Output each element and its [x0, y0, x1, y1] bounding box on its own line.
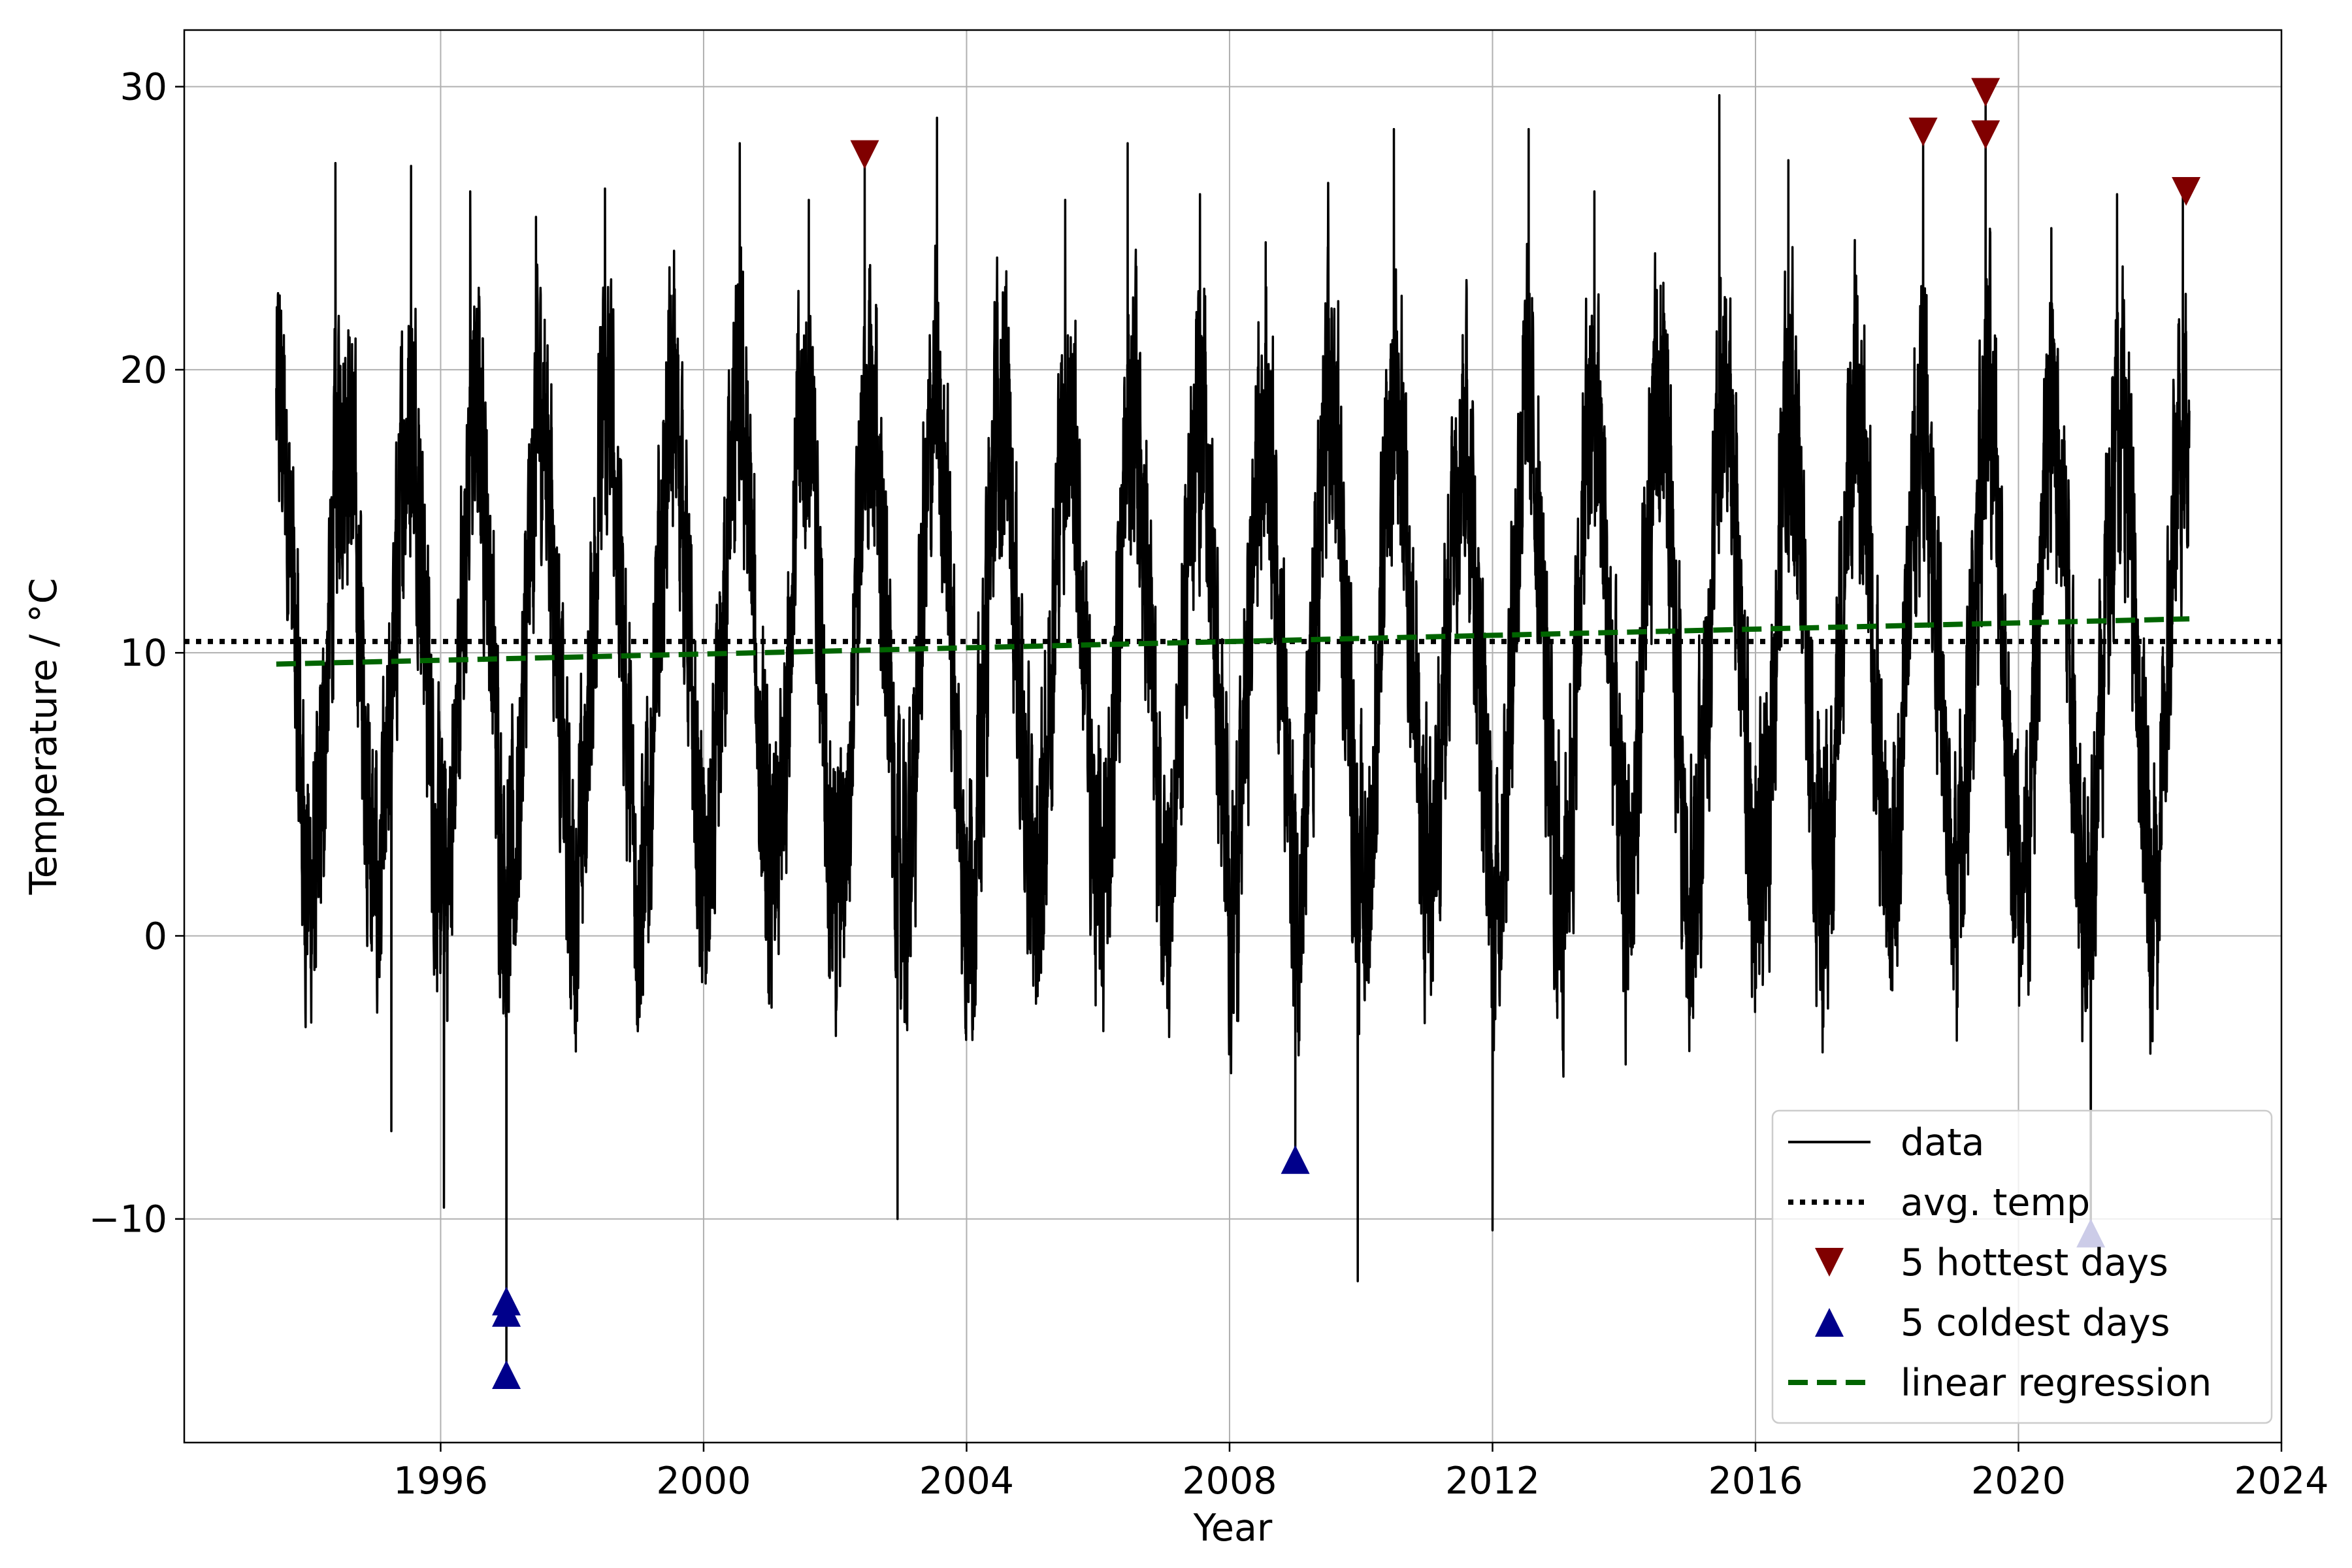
coldest-day-marker [492, 1360, 521, 1390]
hottest-day-marker [850, 140, 879, 169]
hottest-day-marker [1971, 78, 2001, 107]
x-tick-label: 2000 [656, 1460, 751, 1503]
y-tick-label: 10 [120, 632, 167, 675]
y-tick-label: 0 [144, 915, 167, 958]
axis-ticks: 1996 2000 2004 2008 2012 2016 2020 2024 −10 0 10 20… [89, 66, 2329, 1503]
x-tick-label: 2024 [2234, 1460, 2328, 1503]
hottest-day-marker [2172, 176, 2201, 206]
x-tick-label: 1996 [393, 1460, 488, 1503]
x-tick-label: 2012 [1445, 1460, 1540, 1503]
coldest-day-marker [1281, 1145, 1310, 1174]
data-line [275, 91, 2191, 1376]
x-tick-label: 2016 [1708, 1460, 1803, 1503]
x-tick-label: 2020 [1971, 1460, 2066, 1503]
legend-label: linear regression [1901, 1362, 2212, 1405]
x-tick-label: 2008 [1182, 1460, 1277, 1503]
coldest-day-marker [492, 1298, 521, 1327]
legend-label: data [1901, 1121, 1984, 1164]
legend-box [1771, 1109, 2273, 1424]
legend-label: avg. temp [1901, 1181, 2090, 1224]
legend: data avg. temp 5 hottest days 5 coldest day… [1771, 1109, 2273, 1424]
hottest-day-marker [1908, 117, 1938, 146]
legend-swatch-hottest [1815, 1248, 1844, 1277]
y-tick-label: 30 [120, 66, 167, 109]
plot-frame [183, 29, 2283, 1444]
y-tick-label: −10 [89, 1198, 167, 1241]
legend-swatch-coldest [1815, 1308, 1844, 1337]
x-tick-label: 2004 [919, 1460, 1014, 1503]
regression-line [276, 616, 2190, 667]
legend-label: 5 coldest days [1901, 1301, 2170, 1345]
y-axis-label: Temperature / °C [22, 578, 65, 896]
hottest-day-marker [1971, 120, 2001, 150]
legend-label: 5 hottest days [1901, 1241, 2168, 1284]
y-tick-label: 20 [120, 349, 167, 392]
x-axis-label: Year [1193, 1507, 1273, 1550]
